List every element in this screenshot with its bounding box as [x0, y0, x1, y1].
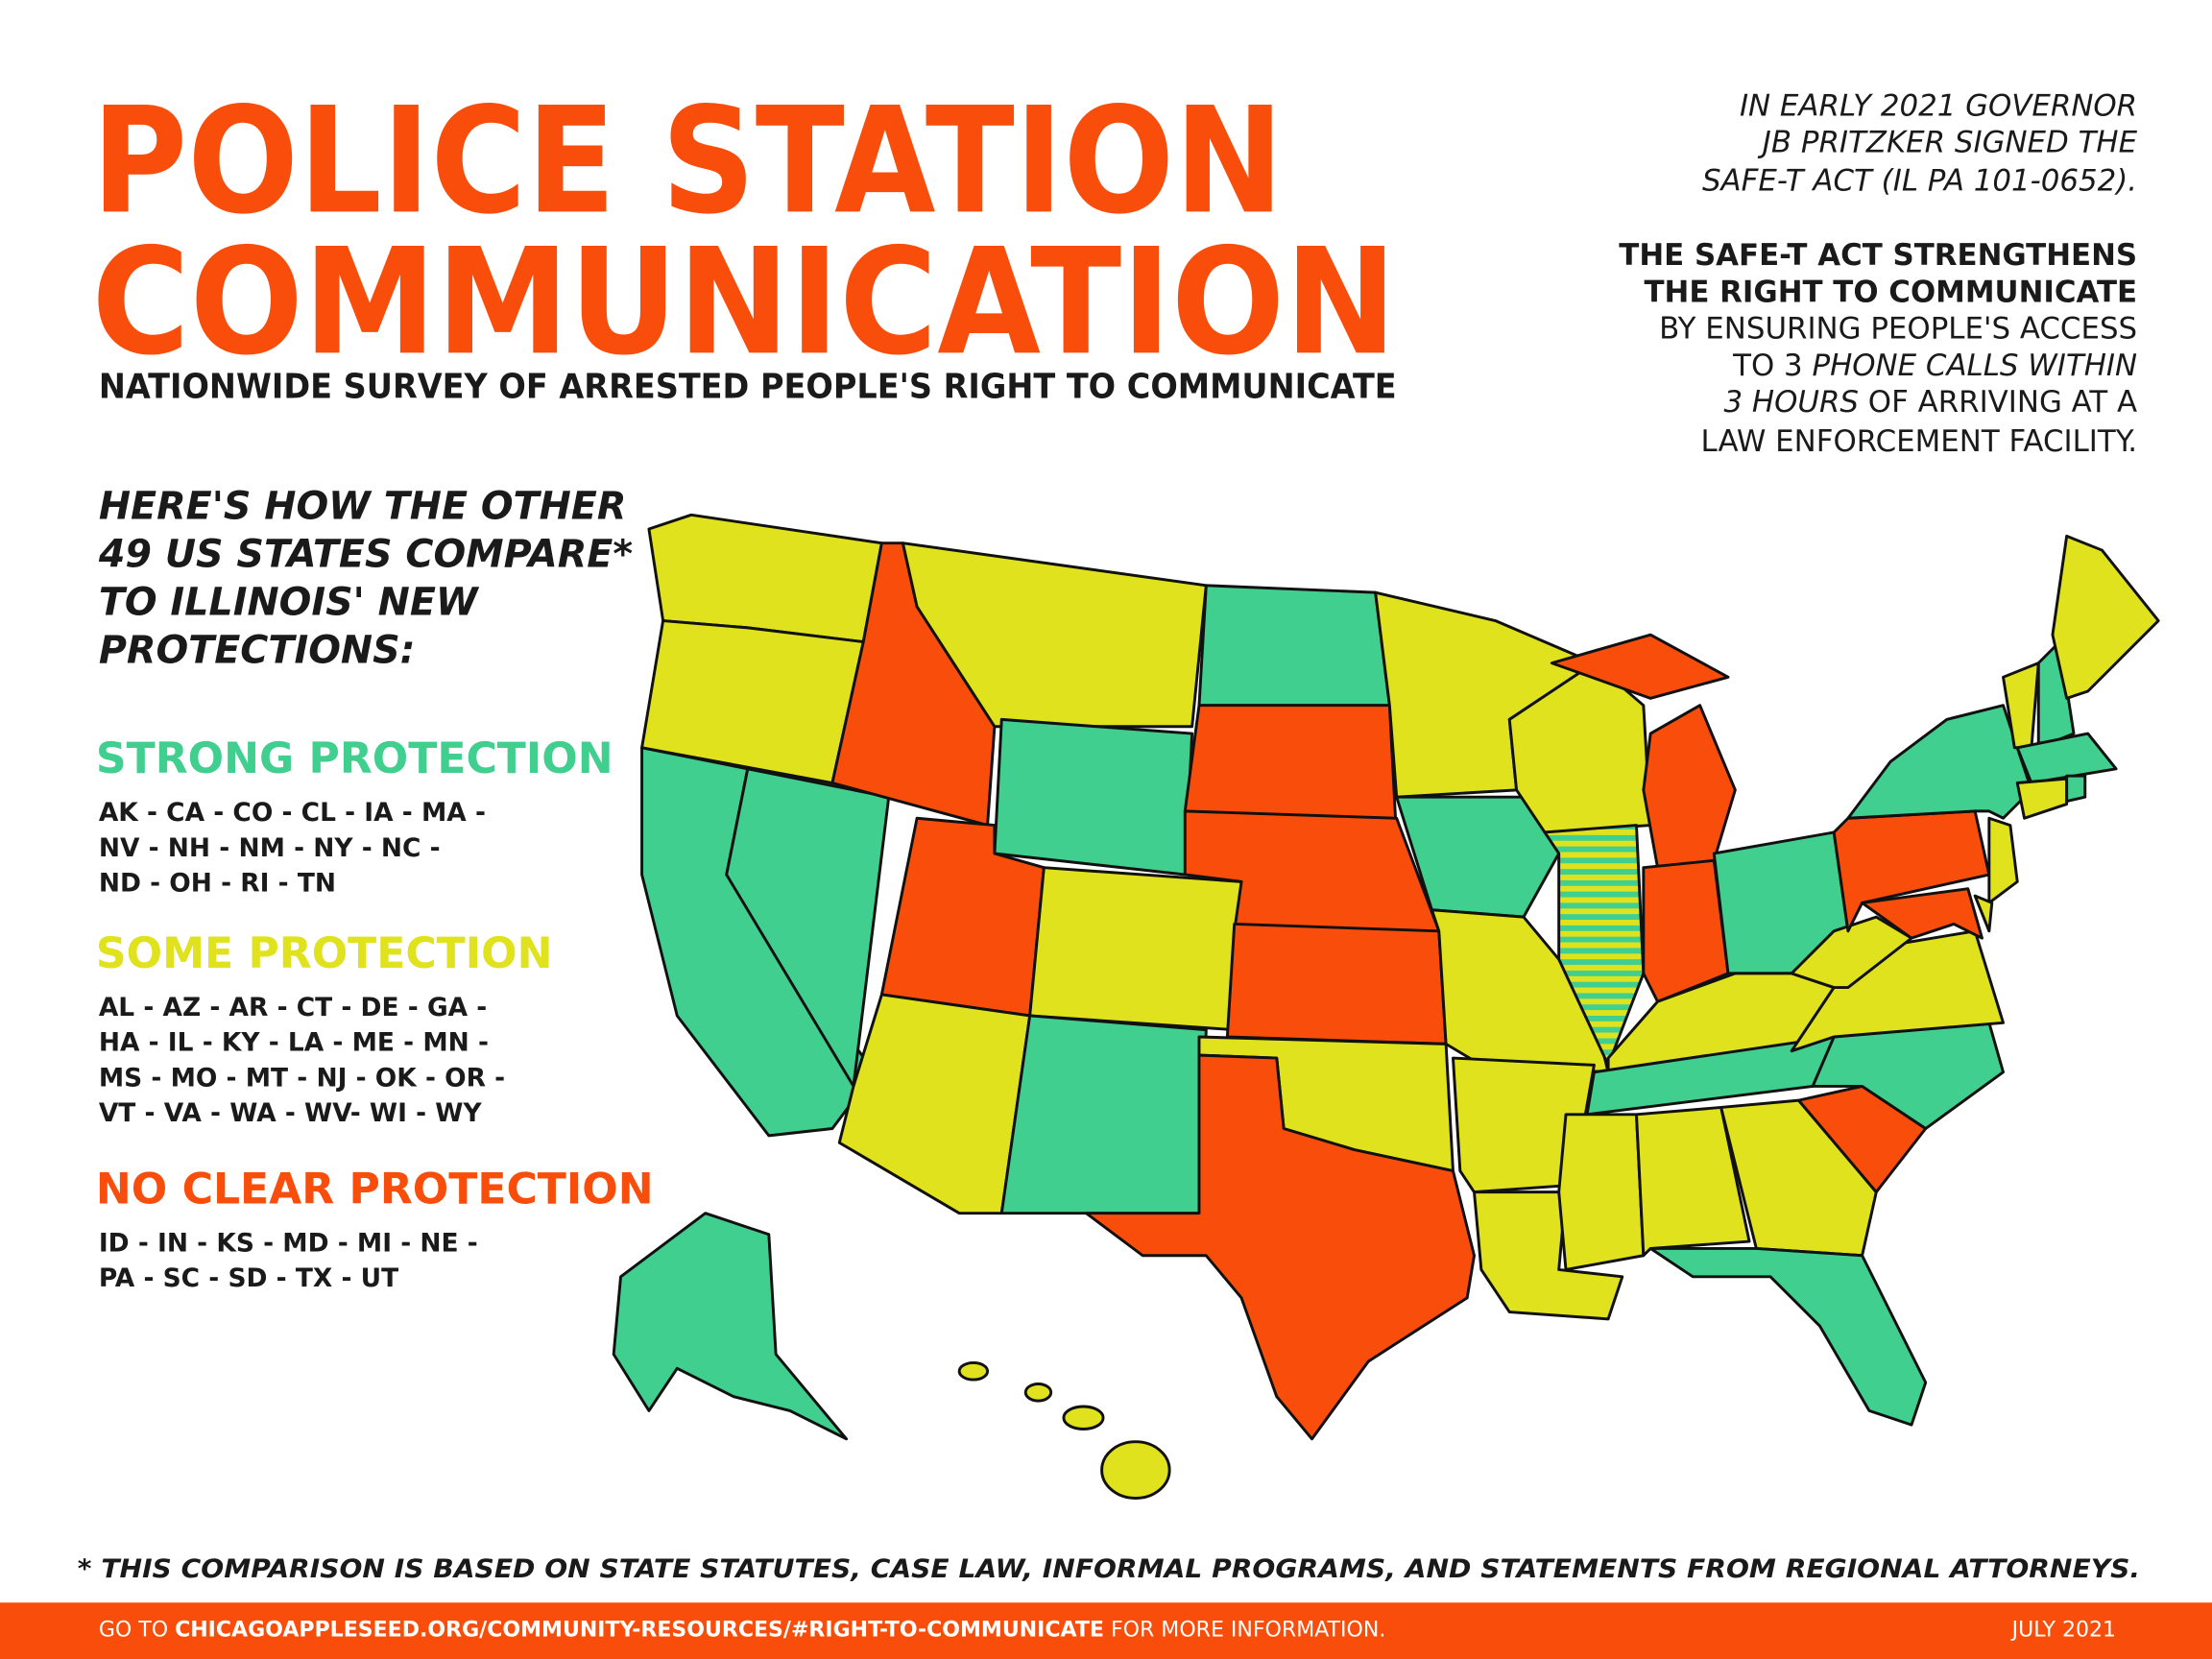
category-states: NV - NH - NM - NY - NC -	[99, 833, 441, 863]
state-shape	[993, 717, 1194, 877]
state-shape	[1100, 1440, 1171, 1500]
footer-part: GO TO	[99, 1618, 168, 1642]
category-name: STRONG PROTECTION	[96, 734, 613, 783]
legend-heading: PROTECTIONS:	[99, 629, 416, 673]
state-shape	[1987, 816, 2019, 904]
title-line: POLICE STATION	[92, 76, 1285, 247]
state-shape	[2015, 777, 2069, 820]
state-shape	[1973, 894, 1994, 933]
summary-line: 3 HOURS OF ARRIVING AT A	[1724, 385, 2138, 420]
act-note: IN EARLY 2021 GOVERNOR JB PRITZKER SIGNE…	[1702, 88, 2138, 198]
state-shape	[999, 1014, 1208, 1215]
state-shape	[2015, 732, 2118, 784]
summary-emphasis: PHONE CALLS WITHIN	[1812, 349, 2137, 383]
state-shape	[1452, 1056, 1596, 1194]
state-shape	[1197, 584, 1391, 708]
summary-line: LAW ENFORCEMENT FACILITY.	[1701, 424, 2138, 459]
note-line: IN EARLY 2021 GOVERNOR	[1740, 88, 2137, 123]
category-states: AK - CA - CO - CL - IA - MA -	[99, 798, 486, 828]
footnote: * THIS COMPARISON IS BASED ON STATE STAT…	[78, 1554, 2140, 1584]
category-states: VT - VA - WA - WV- WI - WY	[99, 1098, 483, 1128]
state-shape	[1395, 795, 1561, 919]
state-shape	[1648, 1246, 1928, 1427]
category-states: MS - MO - MT - NJ - OK - OR -	[99, 1063, 505, 1093]
summary-line: BY ENSURING PEOPLE'S ACCESS	[1659, 312, 2137, 347]
legend-heading: HERE'S HOW THE OTHER	[99, 485, 627, 529]
subtitle: NATIONWIDE SURVEY OF ARRESTED PEOPLE'S R…	[99, 367, 1397, 406]
us-map	[612, 513, 2160, 1500]
summary-line: THE SAFE-T ACT STRENGTHENS	[1619, 238, 2137, 273]
legend-heading: TO ILLINOIS' NEW	[99, 581, 480, 625]
summary-emphasis: 3 HOURS	[1724, 385, 1859, 420]
footer-bar	[0, 1602, 2212, 1659]
state-shape	[1084, 1053, 1476, 1441]
summary-text: BY ENSURING PEOPLE'S ACCESS	[1659, 312, 2137, 347]
state-shape	[1861, 887, 1984, 940]
summary-text: OF ARRIVING AT A	[1868, 385, 2137, 420]
footer-part: FOR MORE INFORMATION.	[1111, 1618, 1385, 1642]
act-summary: THE SAFE-T ACT STRENGTHENS THE RIGHT TO …	[1619, 238, 2137, 459]
category-states: PA - SC - SD - TX - UT	[99, 1263, 398, 1293]
summary-text: THE SAFE-T ACT STRENGTHENS	[1619, 238, 2137, 273]
summary-text: LAW ENFORCEMENT FACILITY.	[1701, 424, 2138, 459]
footer-link[interactable]: CHICAGOAPPLESEED.ORG/COMMUNITY-RESOURCES…	[175, 1618, 1104, 1642]
state-shape	[2036, 640, 2076, 750]
state-shape	[1062, 1405, 1105, 1431]
state-shape	[1557, 1113, 1646, 1271]
footer-date: JULY 2021	[2010, 1618, 2117, 1642]
legend-heading: 49 US STATES COMPARE*	[98, 533, 633, 577]
state-shape	[612, 1212, 849, 1441]
state-shape	[2065, 774, 2087, 804]
category-states: HA - IL - KY - LA - ME - MN -	[99, 1028, 489, 1058]
state-shape	[1023, 1382, 1053, 1403]
state-shape	[2051, 534, 2160, 700]
summary-line: THE RIGHT TO COMMUNICATE	[1645, 275, 2138, 309]
category-name: SOME PROTECTION	[96, 929, 553, 978]
state-shape	[1550, 633, 1730, 700]
state-shape	[1225, 922, 1448, 1046]
footer-text: GO TO CHICAGOAPPLESEED.ORG/COMMUNITY-RES…	[99, 1618, 1385, 1642]
state-shape	[1635, 1106, 1751, 1258]
state-shape	[1028, 866, 1243, 1032]
note-line: JB PRITZKER SIGNED THE	[1757, 126, 2138, 160]
summary-text: THE RIGHT TO COMMUNICATE	[1645, 275, 2138, 309]
category-states: ND - OH - RI - TN	[99, 869, 336, 899]
category-states: AL - AZ - AR - CT - DE - GA -	[99, 993, 487, 1022]
state-shape	[1719, 1098, 1878, 1258]
state-shape	[957, 1360, 990, 1382]
note-line: SAFE-T ACT (IL PA 101-0652).	[1702, 163, 2137, 198]
title-line: COMMUNICATION	[92, 217, 1397, 388]
category-states: ID - IN - KS - MD - MI - NE -	[99, 1228, 478, 1258]
category-name: NO CLEAR PROTECTION	[96, 1165, 654, 1214]
summary-text: TO 3	[1732, 349, 1803, 383]
summary-line: TO 3 PHONE CALLS WITHIN	[1732, 349, 2137, 383]
